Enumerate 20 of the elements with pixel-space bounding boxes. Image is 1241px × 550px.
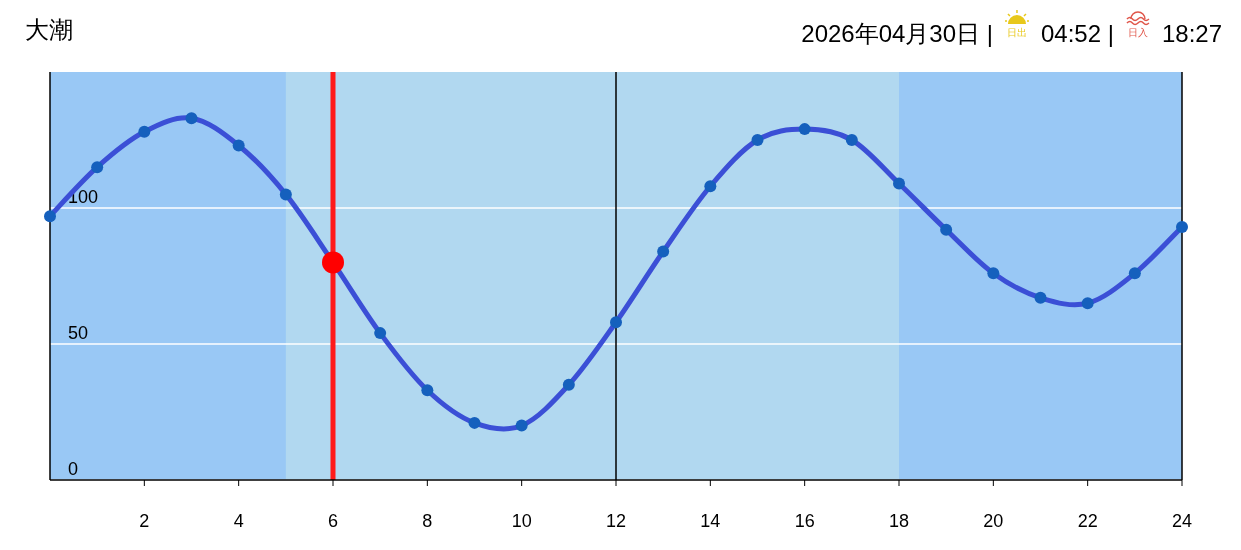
x-tick-label: 12 — [605, 511, 627, 531]
x-tick-label: 8 — [422, 511, 433, 531]
x-tick-label: 14 — [700, 511, 721, 531]
y-tick-label: 0 — [68, 459, 79, 479]
x-tick-label: 4 — [233, 511, 244, 531]
x-tick-label: 22 — [1077, 511, 1098, 531]
text: 04:52 | — [1040, 20, 1114, 47]
x-tick-label: 24 — [1171, 511, 1193, 531]
chart-title: 大潮 — [25, 16, 73, 43]
x-tick-label: 6 — [327, 511, 339, 531]
text: 2026年04月30日 | — [801, 20, 993, 47]
x-tick-label: 20 — [983, 511, 1004, 531]
picture-sunrise: 日出 — [1004, 9, 1030, 38]
x-tick-label: 2 — [139, 511, 150, 531]
picture-sunset: 日入 — [1126, 11, 1150, 38]
x-tick-label: 10 — [511, 511, 532, 531]
text: 18:27 — [1161, 20, 1222, 47]
x-tick-label: 16 — [794, 511, 815, 531]
x-tick-label: 18 — [888, 511, 910, 531]
y-tick-label: 50 — [68, 323, 89, 343]
